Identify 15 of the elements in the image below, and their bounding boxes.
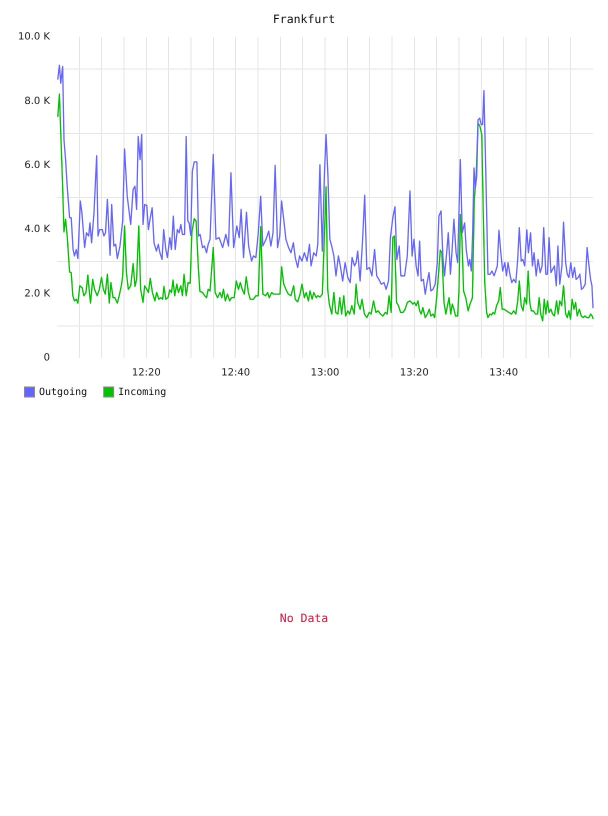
legend-label: Incoming (118, 387, 166, 398)
y-tick-label: 10.0 K (18, 32, 50, 43)
x-tick-label: 12:20 (132, 368, 161, 379)
x-tick-label: 12:40 (221, 368, 250, 379)
y-tick-label: 6.0 K (24, 160, 50, 171)
x-tick-label: 13:00 (310, 368, 340, 379)
x-tick-label: 13:40 (489, 368, 518, 379)
y-tick-label: 8.0 K (24, 96, 50, 107)
chart-title: Frankfurt (272, 12, 336, 26)
y-tick-label: 4.0 K (24, 224, 50, 236)
text: No Data (280, 610, 328, 625)
x-tick-label: 13:20 (400, 368, 429, 379)
y-tick-label: 0 (44, 352, 50, 364)
y-tick-label: 2.0 K (24, 288, 50, 300)
legend-label: Outgoing (39, 387, 88, 398)
